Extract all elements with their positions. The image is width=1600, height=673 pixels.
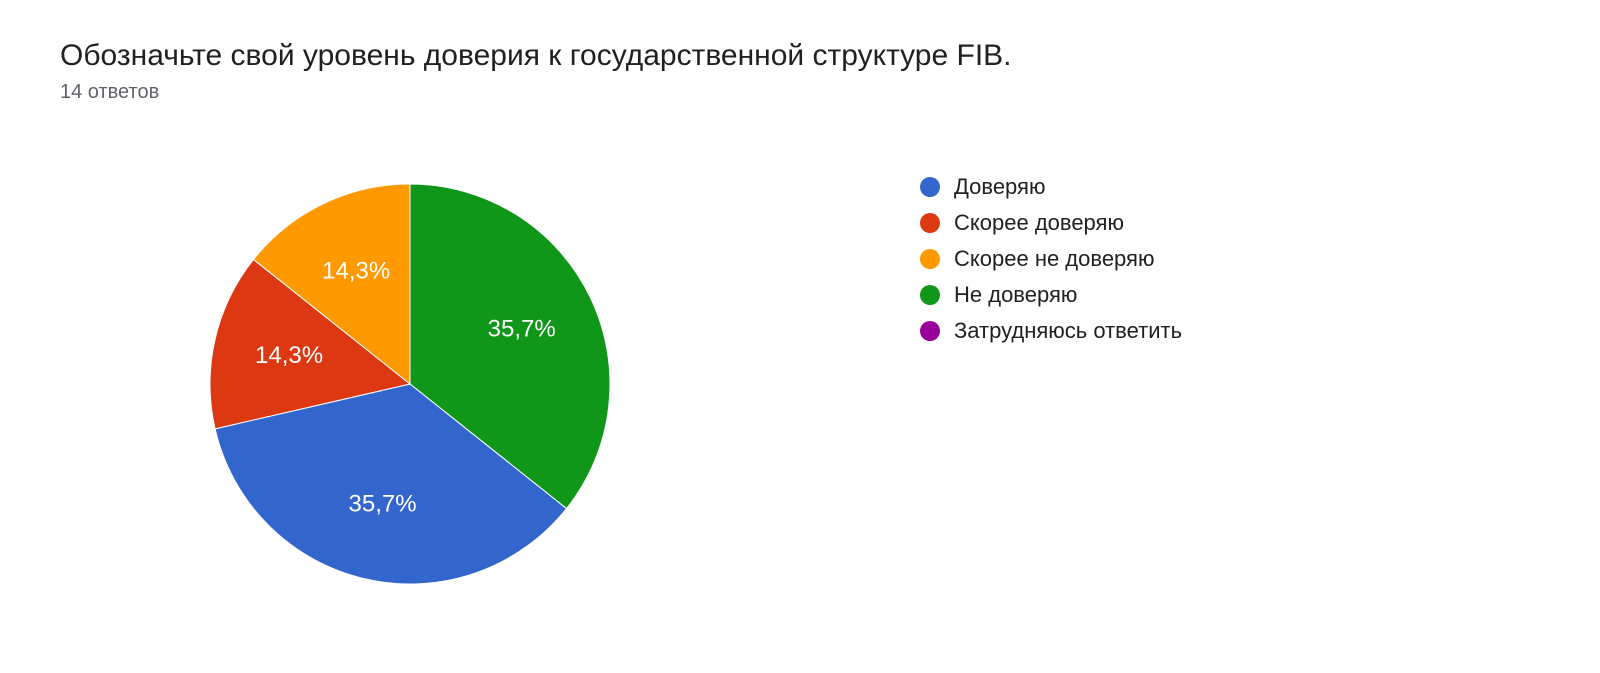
- legend-swatch: [920, 213, 940, 233]
- legend-swatch: [920, 285, 940, 305]
- chart-subtitle: 14 ответов: [60, 81, 1540, 104]
- legend-swatch: [920, 321, 940, 341]
- chart-container: Обозначьте свой уровень доверия к госуда…: [0, 0, 1600, 644]
- legend-item[interactable]: Не доверяю: [920, 282, 1182, 308]
- legend: Доверяю Скорее доверяю Скорее не доверяю Не…: [760, 124, 1182, 354]
- pie-slice-label-skoree_ne_doveryayu: 14,3%: [322, 258, 390, 285]
- legend-item[interactable]: Скорее доверяю: [920, 210, 1182, 236]
- chart-title: Обозначьте свой уровень доверия к госуда…: [60, 36, 1540, 75]
- pie-wrap: 35,7% 35,7% 14,3% 14,3%: [60, 124, 760, 644]
- chart-area: 35,7% 35,7% 14,3% 14,3% Доверяю Скорее довер…: [60, 124, 1540, 644]
- legend-label: Не доверяю: [954, 282, 1077, 308]
- legend-label: Скорее доверяю: [954, 210, 1124, 236]
- legend-item[interactable]: Скорее не доверяю: [920, 246, 1182, 272]
- pie-slice-label-skoree_doveryayu: 14,3%: [255, 342, 323, 369]
- legend-label: Доверяю: [954, 174, 1045, 200]
- pie-slice-label-doveryayu: 35,7%: [349, 490, 417, 517]
- pie-slice-label-ne_doveryayu: 35,7%: [488, 315, 556, 342]
- legend-label: Затрудняюсь ответить: [954, 318, 1182, 344]
- legend-swatch: [920, 249, 940, 269]
- legend-item[interactable]: Затрудняюсь ответить: [920, 318, 1182, 344]
- legend-label: Скорее не доверяю: [954, 246, 1154, 272]
- legend-swatch: [920, 177, 940, 197]
- pie-chart: 35,7% 35,7% 14,3% 14,3%: [190, 164, 630, 604]
- legend-item[interactable]: Доверяю: [920, 174, 1182, 200]
